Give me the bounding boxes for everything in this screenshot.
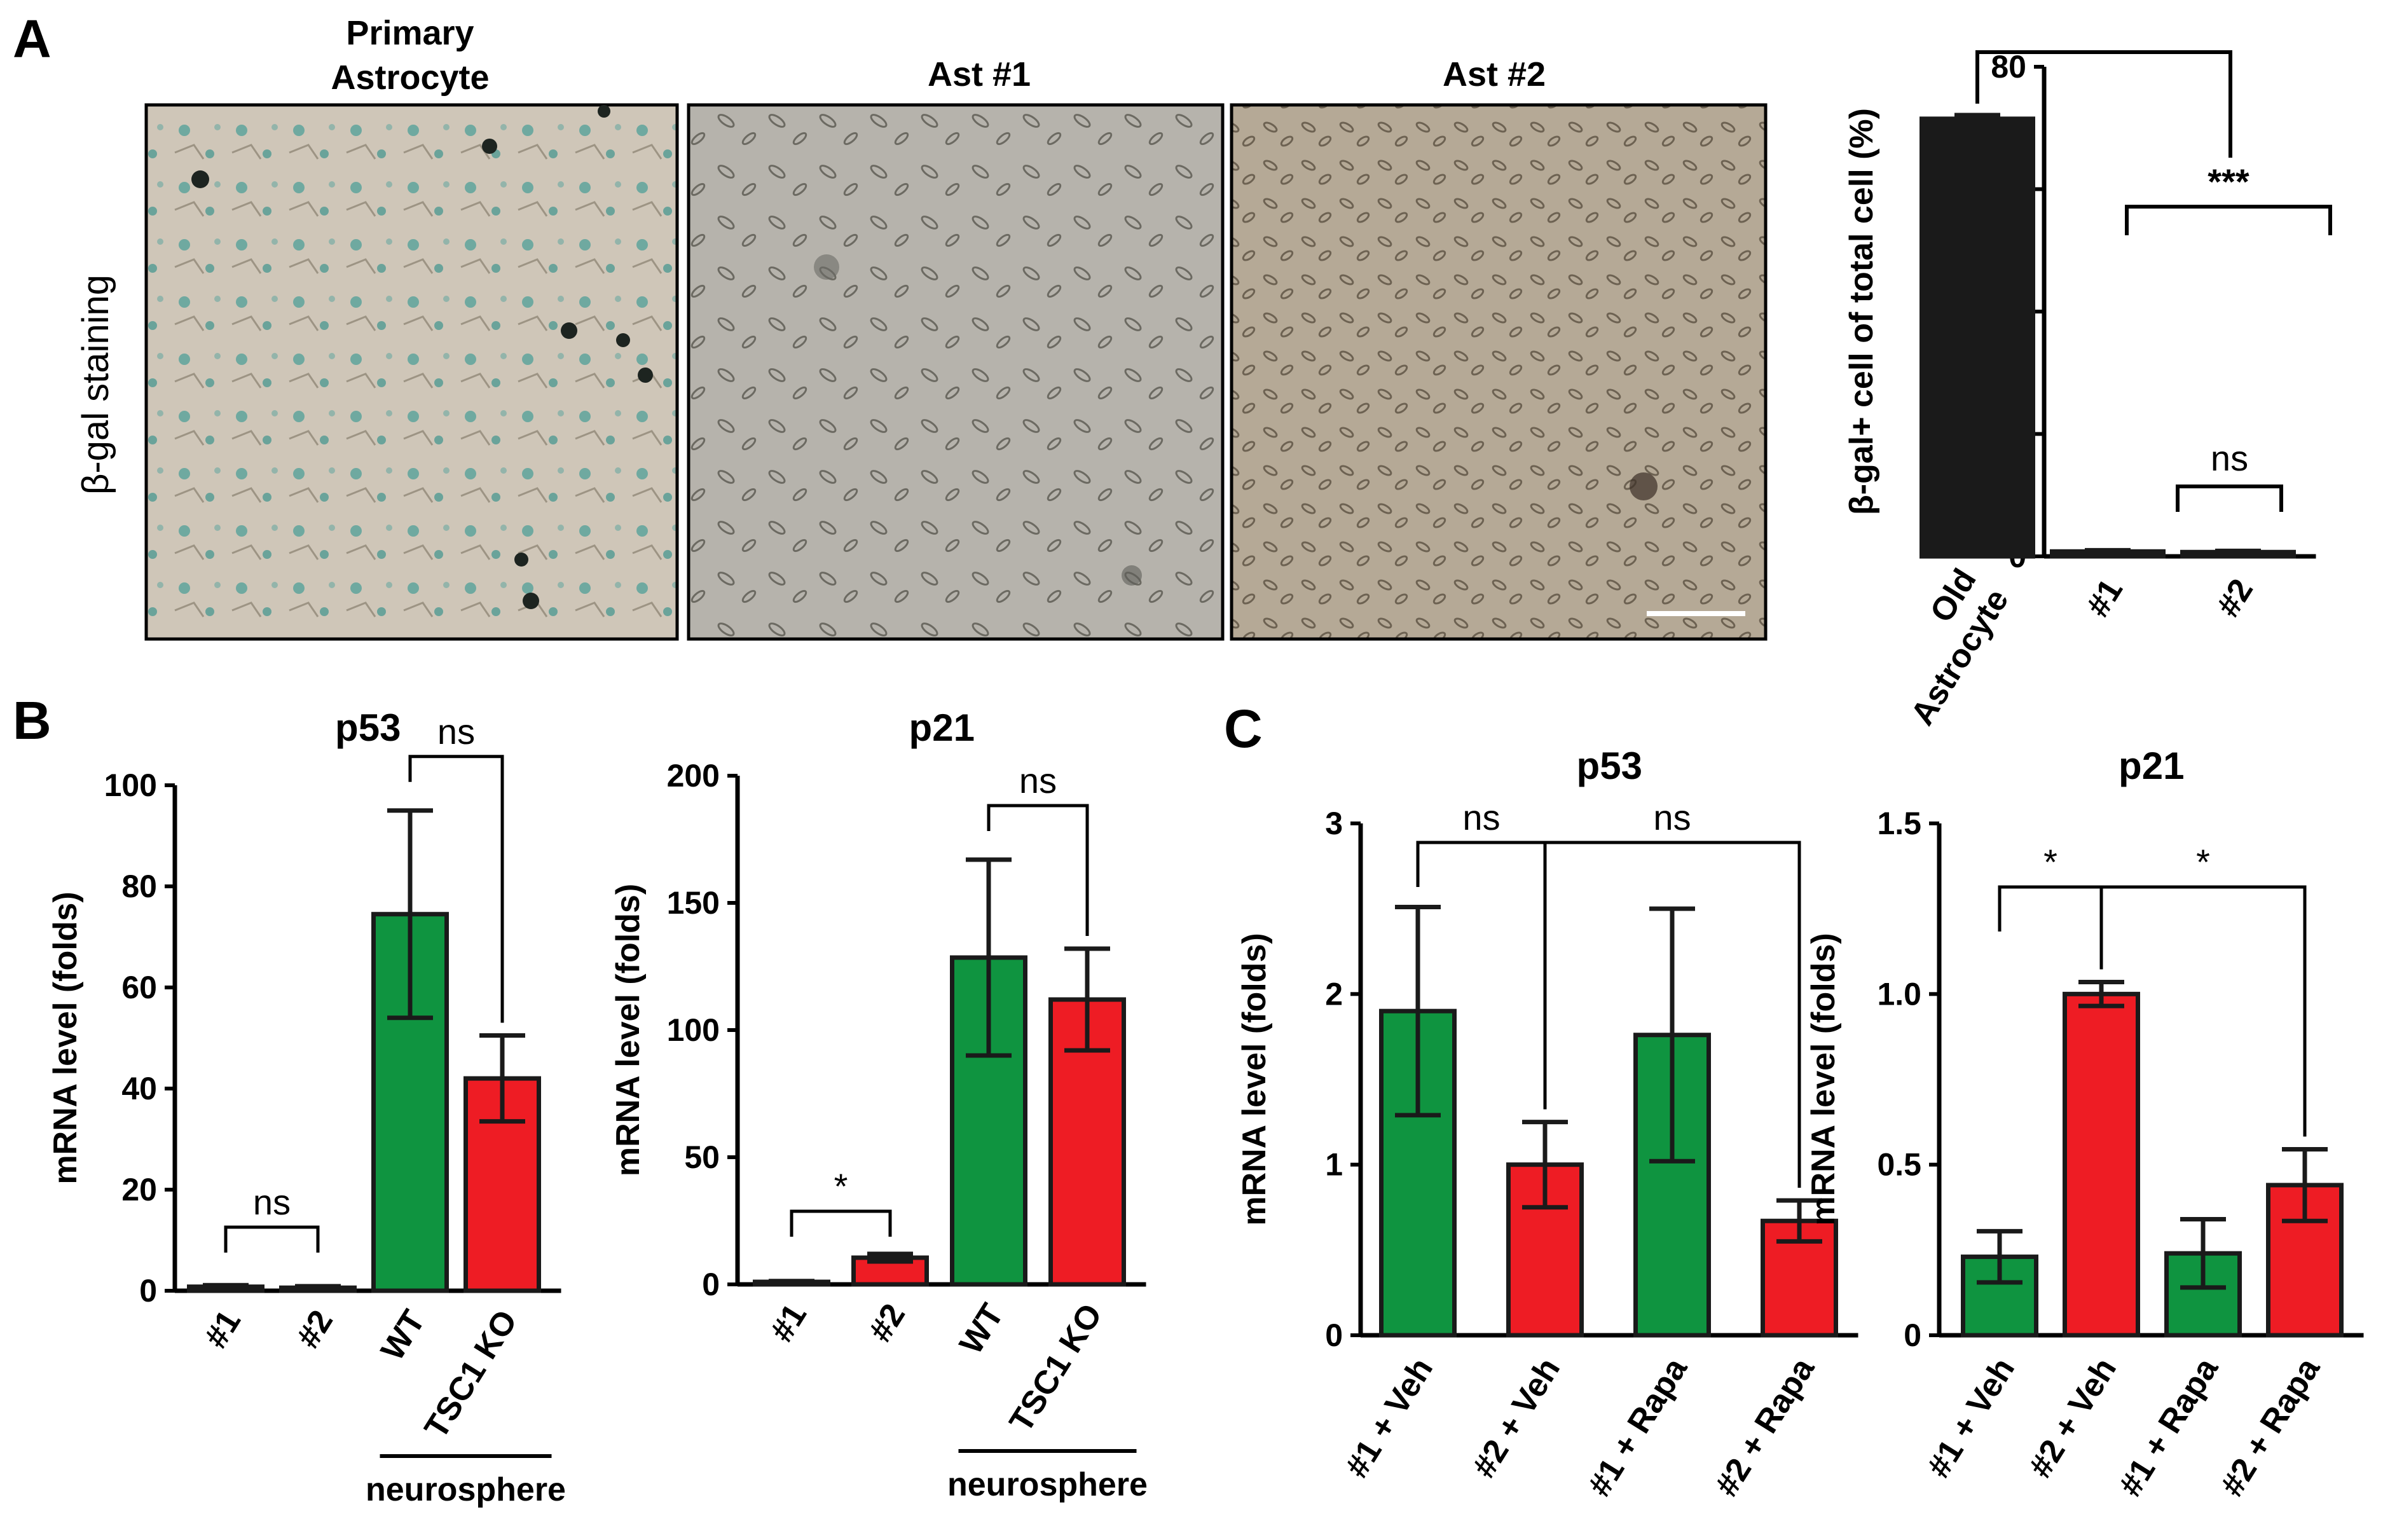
x-tick-label: #2: [862, 1298, 912, 1349]
y-axis-label: mRNA level (folds): [610, 884, 647, 1176]
y-axis-label: mRNA level (folds): [1805, 933, 1842, 1225]
y-tick-label: 40: [121, 1071, 157, 1106]
micrograph-primary-astrocyte: [144, 103, 679, 641]
significance-bracket: [1975, 50, 2232, 158]
significance-label: *: [2196, 842, 2210, 882]
micrograph-3-title: Ast #2: [1443, 55, 1546, 93]
x-tick-label: #2 + Rapa: [2214, 1351, 2328, 1503]
y-tick-label: 200: [667, 758, 720, 794]
chart-c-p53: p53 0 1 2 3 mRNA level (folds) #1 + Veh #2 + Ve…: [1236, 745, 1858, 1503]
significance-bracket: [2125, 205, 2332, 235]
significance-bracket: [987, 804, 1089, 936]
significance-label: ns: [1462, 797, 1500, 837]
micrograph-2-title: Ast #1: [928, 55, 1031, 93]
significance-label: ns: [1653, 797, 1691, 837]
x-tick-label: #1 + Veh: [1920, 1352, 2022, 1484]
micrograph-1-title-line1: Primary: [346, 14, 474, 52]
y-tick-label: 150: [667, 885, 720, 921]
y-tick-label: 0: [702, 1267, 720, 1302]
y-tick-label: 0: [1904, 1317, 1921, 1353]
x-tick-label: #1 + Rapa: [2112, 1351, 2226, 1503]
significance-bracket: [1543, 841, 1801, 1188]
x-tick-label: #2 + Rapa: [1708, 1351, 1822, 1503]
significance-label: ns: [253, 1182, 291, 1222]
significance-label: ns: [437, 712, 475, 752]
micrograph-1-title-line2: Astrocyte: [331, 58, 489, 97]
x-tick-label: TSC1 KO: [418, 1304, 525, 1445]
y-tick-label: 1.5: [1877, 806, 1921, 841]
chart-b-p53: p53 0 20 40 60 80 100 mRNA level (folds) #1 #2 WTT…: [47, 706, 566, 1508]
x-tick-label: TSC1 KO: [1003, 1298, 1110, 1439]
bar: [1919, 116, 2035, 559]
x-tick-label: #1 + Rapa: [1581, 1351, 1695, 1503]
y-tick-label: 2: [1325, 976, 1343, 1012]
y-tick-label: 50: [684, 1139, 720, 1175]
x-tick-label: #2: [289, 1304, 340, 1355]
y-tick-label: 0.5: [1877, 1147, 1921, 1183]
significance-bracket: [790, 1209, 892, 1237]
x-tick-label: #1 + Veh: [1338, 1352, 1440, 1484]
chart-a-beta-gal-quantification: 020406080β-gal+ cell of total cell (%)Ol…: [1843, 49, 2332, 732]
significance-label: *: [834, 1166, 848, 1206]
chart-title: p21: [2119, 745, 2184, 787]
group-label: neurosphere: [947, 1466, 1148, 1503]
x-tick-label: #1: [2079, 573, 2130, 624]
x-tick-label: WT: [952, 1297, 1011, 1360]
y-tick-label: 80: [121, 869, 157, 904]
y-tick-label: 0: [139, 1273, 157, 1309]
y-tick-label: 100: [667, 1012, 720, 1048]
significance-label: ns: [1019, 760, 1057, 801]
chart-b-p21: p21 0 50 100 150 200 mRNA level (folds) #1 #2 WTT…: [610, 706, 1148, 1503]
y-tick-label: 3: [1325, 806, 1343, 841]
micrograph-ast-1: [687, 103, 1225, 641]
y-tick-label: 80: [1991, 49, 2026, 85]
x-tick-label-line: #1: [2079, 573, 2130, 624]
y-tick-label: 60: [121, 970, 157, 1005]
significance-bracket: [2176, 485, 2283, 512]
bar: [371, 912, 449, 1293]
y-axis-label: β-gal+ cell of total cell (%): [1843, 108, 1880, 515]
x-tick-label-line: #2: [2209, 573, 2260, 624]
significance-bracket: [1998, 885, 2103, 970]
x-tick-label: #2: [2209, 573, 2260, 624]
chart-title: p21: [909, 706, 975, 749]
chart-title: p53: [1577, 745, 1642, 787]
x-tick-label: #2 + Veh: [1466, 1352, 1567, 1484]
x-tick-label: #1: [763, 1298, 814, 1349]
significance-bracket: [2099, 885, 2307, 1137]
panel-label-b: B: [13, 691, 52, 750]
significance-bracket: [1416, 841, 1547, 1110]
panel-label-a: A: [13, 9, 52, 69]
y-tick-label: 1.0: [1877, 976, 1921, 1012]
y-axis-label: mRNA level (folds): [47, 891, 84, 1184]
significance-label: *: [2043, 842, 2057, 882]
y-tick-label: 0: [1325, 1317, 1343, 1353]
significance-label: ns: [2211, 438, 2248, 478]
y-axis-label: mRNA level (folds): [1236, 933, 1273, 1225]
significance-bracket: [408, 755, 504, 1023]
x-tick-label: OldAstrocyte: [1871, 563, 2016, 732]
x-tick-label: #1: [197, 1304, 248, 1355]
significance-label: ***: [2208, 162, 2249, 202]
y-tick-label: 20: [121, 1172, 157, 1207]
panel-label-c: C: [1224, 699, 1263, 759]
bar: [2063, 991, 2140, 1338]
micrograph-row-label: β-gal staining: [75, 275, 116, 495]
x-tick-label: #2 + Veh: [2022, 1352, 2124, 1484]
chart-title: p53: [335, 706, 401, 749]
significance-bracket: [224, 1225, 320, 1253]
y-tick-label: 100: [104, 767, 157, 803]
group-label: neurosphere: [366, 1471, 566, 1508]
y-tick-label: 1: [1325, 1147, 1343, 1183]
x-tick-label: WT: [374, 1303, 432, 1366]
micrograph-ast-2: [1230, 103, 1768, 641]
